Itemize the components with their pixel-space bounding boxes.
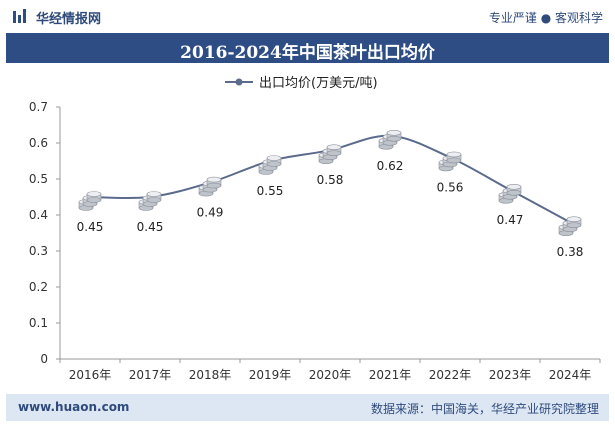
x-tick-label: 2022年 [429,368,472,382]
coin-top [266,155,282,161]
data-label: 0.47 [497,213,524,227]
y-tick-label: 0.7 [29,100,48,114]
coin-top [386,130,402,136]
coin-bottom [386,136,402,142]
data-label: 0.49 [197,206,224,220]
coin-top [206,176,222,183]
y-tick-label: 0.4 [29,208,48,222]
coin-top [146,191,162,197]
coin-bottom [206,182,222,189]
data-label: 0.62 [377,159,404,173]
x-tick-label: 2020年 [309,368,352,382]
series-layer: 0.45 0.45 0.49 0.55 0.58 0.62 0.56 0.47 0.38 [77,130,584,259]
coin-stack-icon [78,191,102,211]
footer-bar: www.huaon.com 数据来源：中国海关，华经产业研究院整理 [6,394,609,421]
line-chart: 出口均价(万美元/吨) 0 0.1 0.2 0.3 0.4 0.5 0.6 0.7 2016年 2… [29,76,601,382]
coin-bottom [266,161,282,167]
coin-stack-icon [498,184,522,204]
x-tick-label: 2023年 [489,368,532,382]
coin-stack-icon [258,155,282,175]
top-bar: 华经情报网 专业严谨 ● 客观科学 [0,0,615,33]
coin-stack-icon [558,216,582,236]
coin-bottom [326,150,342,156]
title-bar: 2016-2024年中国茶叶出口均价 [6,33,609,63]
coin-stack-icon [138,191,162,211]
x-tick-label: 2018年 [189,368,232,382]
chart-title: 2016-2024年中国茶叶出口均价 [180,43,435,63]
coin-stack-icon [198,176,222,197]
website-link[interactable]: www.huaon.com [18,400,130,414]
x-tick-label: 2016年 [69,368,112,382]
coin-bottom [86,197,102,203]
coin-bottom [506,190,522,196]
coin-stack-icon [438,151,462,172]
data-source: 数据来源：中国海关，华经产业研究院整理 [370,402,599,416]
coin-bottom [146,197,162,203]
y-tick-label: 0.1 [29,316,48,330]
y-tick-label: 0.5 [29,172,48,186]
axes: 0 0.1 0.2 0.3 0.4 0.5 0.6 0.7 2016年 2017年 2018年 201… [29,100,601,382]
data-label: 0.45 [137,220,164,234]
data-label: 0.56 [437,180,464,194]
brand-name: 华经情报网 [36,12,102,27]
coin-stack-icon [318,144,342,164]
coin-top [86,191,102,197]
x-tick-label: 2021年 [369,368,412,382]
legend: 出口均价(万美元/吨) [225,76,378,91]
data-label: 0.45 [77,220,104,234]
coin-top [506,184,522,190]
coin-top [446,151,462,158]
y-tick-label: 0 [40,352,48,366]
coin-bottom [446,157,462,164]
x-tick-label: 2019年 [249,368,292,382]
x-tick-label: 2024年 [549,368,592,382]
legend-label: 出口均价(万美元/吨) [259,76,378,91]
y-tick-label: 0.3 [29,244,48,258]
bar-logo-icon [13,9,26,23]
data-label: 0.55 [257,184,284,198]
coin-stack-icon [378,130,402,150]
coin-top [566,216,582,222]
coin-top [326,144,342,150]
data-label: 0.38 [557,245,584,259]
y-tick-label: 0.2 [29,280,48,294]
coin-bottom [566,222,582,228]
slogan: 专业严谨 ● 客观科学 [488,11,603,25]
data-label: 0.58 [317,173,344,187]
y-tick-label: 0.6 [29,136,48,150]
x-tick-label: 2017年 [129,368,172,382]
legend-marker [235,78,243,86]
